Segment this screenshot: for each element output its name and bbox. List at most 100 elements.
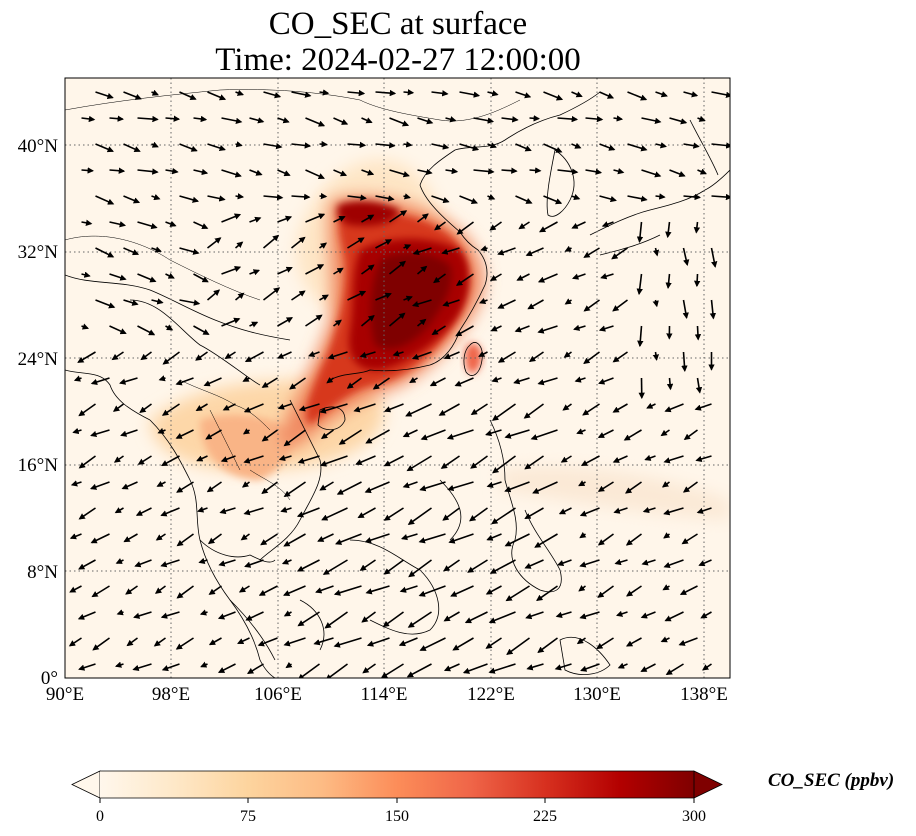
wind-arrow bbox=[660, 429, 670, 437]
wind-arrow bbox=[364, 481, 390, 493]
wind-arrow bbox=[333, 319, 342, 327]
wind-arrow bbox=[598, 377, 614, 385]
x-tick-label: 106°E bbox=[254, 684, 302, 705]
wind-arrow bbox=[459, 195, 478, 204]
wind-arrow bbox=[109, 221, 127, 228]
wind-arrow bbox=[305, 213, 326, 223]
wind-arrow bbox=[123, 143, 141, 153]
wind-arrow bbox=[560, 455, 572, 463]
wind-arrow bbox=[683, 91, 699, 98]
wind-arrow bbox=[641, 559, 656, 566]
wind-arrow bbox=[554, 663, 572, 671]
wind-arrow bbox=[486, 533, 502, 541]
wind-arrow bbox=[193, 325, 210, 335]
wind-arrow bbox=[442, 299, 460, 307]
wind-arrow bbox=[681, 533, 698, 545]
wind-arrow bbox=[81, 271, 91, 278]
wind-arrow bbox=[165, 115, 181, 122]
wind-arrow bbox=[637, 325, 644, 348]
wind-arrow bbox=[277, 266, 293, 275]
wind-arrow bbox=[573, 324, 586, 331]
wind-arrow bbox=[543, 195, 563, 205]
wind-arrow bbox=[375, 89, 397, 97]
wind-arrow bbox=[543, 91, 564, 101]
wind-arrow bbox=[403, 295, 413, 302]
wind-arrow bbox=[627, 143, 648, 152]
wind-arrow bbox=[278, 454, 292, 462]
wind-arrow bbox=[450, 585, 474, 597]
wind-arrow bbox=[109, 167, 126, 174]
wind-arrow bbox=[291, 142, 312, 149]
wind-arrow bbox=[580, 455, 600, 467]
colorbar: 0 75 150 225 300 bbox=[71, 770, 723, 825]
wind-arrow bbox=[408, 559, 432, 578]
wind-arrow bbox=[68, 637, 82, 647]
wind-arrow bbox=[333, 585, 362, 596]
wind-arrow bbox=[700, 611, 712, 619]
wind-arrow bbox=[652, 299, 659, 308]
wind-arrow bbox=[532, 481, 558, 494]
wind-arrow bbox=[262, 234, 280, 249]
wind-arrow bbox=[324, 611, 348, 629]
wind-arrow bbox=[578, 480, 586, 487]
wind-arrow bbox=[504, 481, 530, 493]
wind-arrow bbox=[501, 116, 519, 123]
wind-arrow bbox=[333, 215, 346, 223]
wind-arrow bbox=[571, 273, 586, 280]
wind-arrow bbox=[81, 115, 96, 123]
wind-arrow bbox=[285, 661, 293, 669]
wind-arrow bbox=[207, 91, 227, 101]
wind-arrow bbox=[525, 611, 544, 620]
wind-arrow bbox=[134, 559, 152, 568]
wind-arrow bbox=[114, 661, 124, 668]
wind-arrow bbox=[488, 611, 516, 624]
wind-arrow bbox=[443, 559, 460, 572]
wind-arrow bbox=[372, 377, 390, 390]
wind-arrow bbox=[664, 403, 684, 413]
y-tick-label: 16°N bbox=[18, 455, 59, 476]
wind-arrow bbox=[597, 533, 614, 546]
wind-arrow bbox=[90, 377, 110, 386]
map-frame bbox=[64, 77, 731, 679]
wind-arrow bbox=[491, 376, 502, 383]
wind-arrow bbox=[527, 299, 544, 310]
wind-arrow bbox=[506, 637, 530, 655]
wind-arrow bbox=[583, 299, 600, 312]
wind-arrow bbox=[558, 507, 572, 515]
wind-arrow bbox=[597, 429, 614, 439]
wind-arrow bbox=[709, 299, 717, 320]
wind-arrow bbox=[283, 637, 306, 647]
wind-arrow bbox=[529, 115, 540, 122]
wind-arrow bbox=[467, 559, 488, 573]
wind-arrow bbox=[614, 558, 628, 566]
y-tick-label: 40°N bbox=[18, 136, 59, 157]
wind-arrow bbox=[78, 455, 96, 469]
wind-arrow bbox=[151, 194, 161, 201]
wind-arrow bbox=[179, 299, 201, 306]
wind-arrow bbox=[347, 89, 366, 97]
wind-arrow bbox=[438, 403, 460, 416]
wind-arrow bbox=[669, 169, 686, 178]
wind-arrow bbox=[325, 663, 348, 678]
wind-arrow bbox=[613, 507, 628, 514]
wind-arrow bbox=[243, 455, 264, 464]
wind-arrow bbox=[347, 194, 367, 201]
wind-arrow bbox=[90, 429, 110, 438]
wind-arrow bbox=[416, 265, 428, 275]
wind-arrow bbox=[280, 506, 292, 513]
wind-arrow bbox=[95, 143, 114, 153]
wind-arrow bbox=[161, 663, 180, 672]
wind-arrow bbox=[121, 481, 138, 490]
wind-arrow bbox=[497, 299, 516, 309]
wind-arrow bbox=[95, 299, 116, 309]
wind-arrow bbox=[473, 117, 495, 124]
wind-arrow bbox=[433, 273, 446, 284]
wind-arrow bbox=[235, 193, 245, 200]
wind-arrow bbox=[406, 663, 432, 678]
wind-arrow bbox=[431, 195, 450, 204]
wind-arrow bbox=[485, 429, 502, 437]
wind-arrow bbox=[70, 480, 82, 487]
wind-arrow bbox=[298, 403, 320, 412]
wind-arrow bbox=[490, 325, 502, 332]
